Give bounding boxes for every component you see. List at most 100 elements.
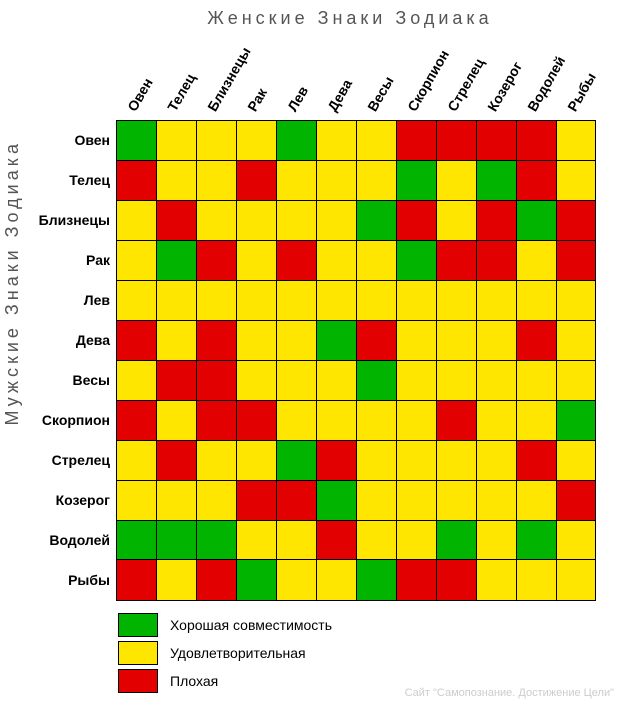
row-label: Телец bbox=[30, 172, 116, 188]
grid-cell bbox=[116, 441, 156, 481]
legend-swatch bbox=[118, 613, 158, 637]
grid-cell bbox=[556, 361, 596, 401]
grid-cell bbox=[236, 241, 276, 281]
grid-cell bbox=[516, 401, 556, 441]
grid-cell bbox=[276, 321, 316, 361]
grid-cell bbox=[116, 321, 156, 361]
row-label: Овен bbox=[30, 132, 116, 148]
grid-cell bbox=[396, 560, 436, 600]
column-headers: ОвенТелецБлизнецыРакЛевДеваВесыСкорпионС… bbox=[118, 30, 598, 120]
column-header: Стрелец bbox=[438, 30, 478, 120]
column-header: Лев bbox=[278, 30, 318, 120]
grid-cell bbox=[156, 401, 196, 441]
grid-cell bbox=[236, 560, 276, 600]
grid-cell bbox=[476, 560, 516, 600]
grid-cell bbox=[116, 481, 156, 521]
grid-cell bbox=[396, 281, 436, 321]
grid-cell bbox=[196, 401, 236, 441]
grid-row: Стрелец bbox=[30, 440, 596, 480]
grid-cell bbox=[476, 481, 516, 521]
grid-cell bbox=[476, 361, 516, 401]
grid-cell bbox=[276, 560, 316, 600]
grid-cell bbox=[356, 281, 396, 321]
grid-cell bbox=[396, 521, 436, 561]
grid-cell bbox=[516, 161, 556, 201]
grid-cell bbox=[396, 481, 436, 521]
column-header: Рыбы bbox=[558, 30, 598, 120]
grid-cell bbox=[436, 481, 476, 521]
grid-cell bbox=[156, 321, 196, 361]
grid-cell bbox=[276, 201, 316, 241]
grid-cell bbox=[156, 241, 196, 281]
grid-cell bbox=[476, 161, 516, 201]
grid-cell bbox=[516, 481, 556, 521]
grid-cell bbox=[396, 121, 436, 161]
grid-cell bbox=[556, 560, 596, 600]
grid-cell bbox=[236, 121, 276, 161]
grid-row: Рыбы bbox=[30, 560, 596, 600]
grid-cell bbox=[236, 401, 276, 441]
row-label: Весы bbox=[30, 372, 116, 388]
grid-cell bbox=[196, 361, 236, 401]
grid-cell bbox=[236, 161, 276, 201]
grid-cell bbox=[436, 321, 476, 361]
grid-cell bbox=[516, 441, 556, 481]
grid-cell bbox=[196, 481, 236, 521]
row-label: Близнецы bbox=[30, 212, 116, 228]
grid-cell bbox=[356, 241, 396, 281]
grid-cell bbox=[236, 281, 276, 321]
row-label: Водолей bbox=[30, 532, 116, 548]
grid-cell bbox=[556, 241, 596, 281]
grid-cell bbox=[196, 560, 236, 600]
legend-label: Плохая bbox=[170, 673, 218, 689]
column-header: Дева bbox=[318, 30, 358, 120]
column-header: Рак bbox=[238, 30, 278, 120]
column-header: Весы bbox=[358, 30, 398, 120]
grid-cell bbox=[476, 401, 516, 441]
grid-cell bbox=[356, 560, 396, 600]
grid-cell bbox=[196, 281, 236, 321]
grid-cell bbox=[156, 521, 196, 561]
grid-cell bbox=[476, 241, 516, 281]
grid-cell bbox=[556, 201, 596, 241]
column-header: Телец bbox=[158, 30, 198, 120]
top-title: Женские Знаки Зодиака bbox=[0, 0, 620, 29]
grid-cell bbox=[236, 521, 276, 561]
grid-cell bbox=[156, 201, 196, 241]
grid-cell bbox=[156, 560, 196, 600]
row-label: Козерог bbox=[30, 492, 116, 508]
grid-cell bbox=[516, 521, 556, 561]
grid-row: Весы bbox=[30, 360, 596, 400]
grid-cell bbox=[196, 241, 236, 281]
grid-cell bbox=[316, 560, 356, 600]
grid-cell bbox=[116, 560, 156, 600]
grid-cell bbox=[356, 401, 396, 441]
grid-cell bbox=[556, 401, 596, 441]
grid-row: Водолей bbox=[30, 520, 596, 560]
grid-cell bbox=[396, 321, 436, 361]
grid-cell bbox=[516, 281, 556, 321]
grid-cell bbox=[436, 241, 476, 281]
grid-cell bbox=[356, 201, 396, 241]
grid-cell bbox=[316, 521, 356, 561]
grid-cell bbox=[196, 321, 236, 361]
grid-cell bbox=[316, 401, 356, 441]
column-header: Водолей bbox=[518, 30, 558, 120]
grid-cell bbox=[356, 441, 396, 481]
row-label: Дева bbox=[30, 332, 116, 348]
grid-row: Лев bbox=[30, 280, 596, 320]
grid-cell bbox=[356, 321, 396, 361]
grid-cell bbox=[316, 321, 356, 361]
grid-cell bbox=[436, 560, 476, 600]
grid-cell bbox=[236, 361, 276, 401]
grid-cell bbox=[156, 441, 196, 481]
grid-cell bbox=[356, 121, 396, 161]
legend-row: Плохая bbox=[118, 668, 332, 694]
grid-cell bbox=[316, 441, 356, 481]
row-label: Стрелец bbox=[30, 452, 116, 468]
grid-cell bbox=[556, 281, 596, 321]
grid-cell bbox=[396, 361, 436, 401]
grid-cell bbox=[156, 281, 196, 321]
watermark: Сайт "Самопознание. Достижение Цели" bbox=[405, 687, 614, 699]
grid-cell bbox=[316, 201, 356, 241]
